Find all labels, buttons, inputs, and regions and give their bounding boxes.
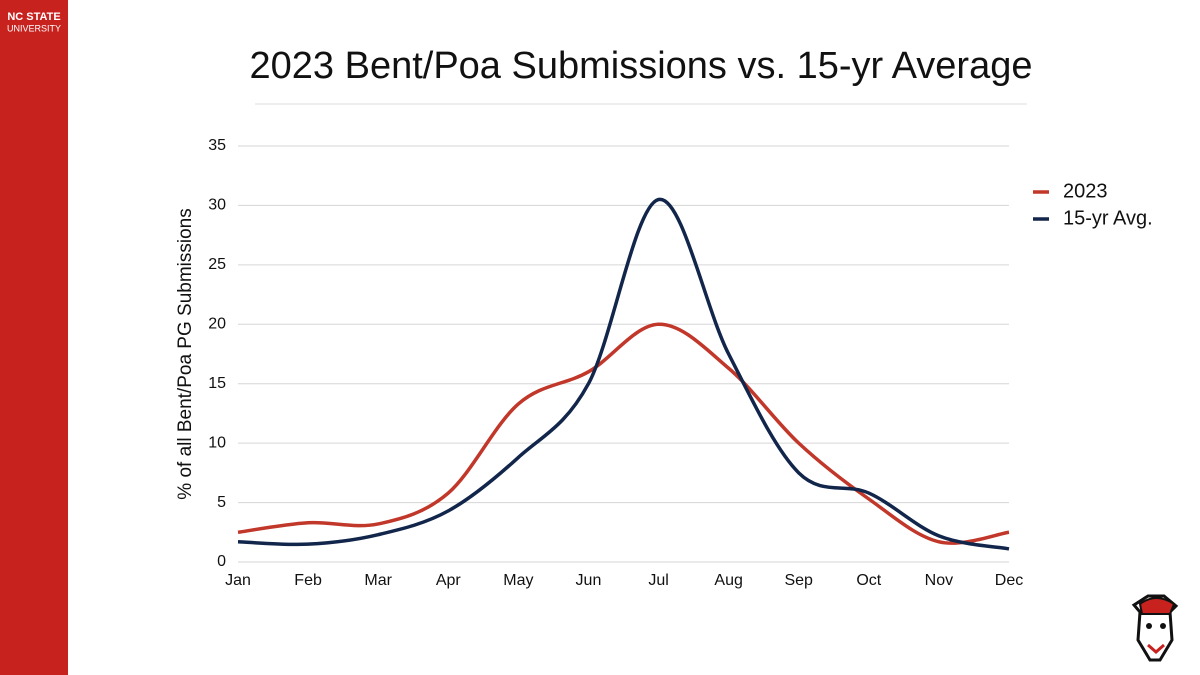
legend-label: 2023	[1063, 180, 1108, 202]
x-tick-label: Nov	[925, 572, 953, 589]
x-tick-label: Jun	[576, 572, 602, 589]
x-tick-label: Aug	[714, 572, 742, 589]
y-tick-label: 5	[217, 494, 226, 511]
mascot-logo	[1131, 594, 1179, 662]
legend-label: 15-yr Avg.	[1063, 207, 1153, 229]
data-line	[237, 197, 1010, 551]
x-tick-label: Dec	[995, 572, 1023, 589]
y-tick-label: 0	[217, 553, 226, 570]
y-tick-label: 10	[208, 434, 226, 451]
y-axis-label: % of all Bent/Poa PG Submissions	[175, 208, 196, 499]
brand-line1: NC STATE	[7, 11, 60, 23]
x-tick-label: May	[503, 572, 533, 589]
y-tick-label: 20	[208, 316, 226, 333]
y-tick-label: 35	[208, 137, 226, 154]
y-tick-label: 25	[208, 256, 226, 273]
x-tick-label: Sep	[784, 572, 813, 589]
brand-line2: UNIVERSITY	[7, 23, 61, 33]
y-tick-label: 30	[208, 197, 226, 214]
x-tick-label: Jul	[648, 572, 668, 589]
brand-bar	[0, 0, 68, 675]
chart-title: 2023 Bent/Poa Submissions vs. 15-yr Aver…	[250, 45, 1033, 87]
y-tick-label: 15	[208, 375, 226, 392]
x-tick-label: Jan	[225, 572, 251, 589]
data-line	[237, 322, 1010, 545]
x-tick-label: Feb	[294, 572, 322, 589]
x-tick-label: Oct	[856, 572, 881, 589]
x-tick-label: Mar	[364, 572, 392, 589]
x-tick-label: Apr	[436, 572, 462, 589]
